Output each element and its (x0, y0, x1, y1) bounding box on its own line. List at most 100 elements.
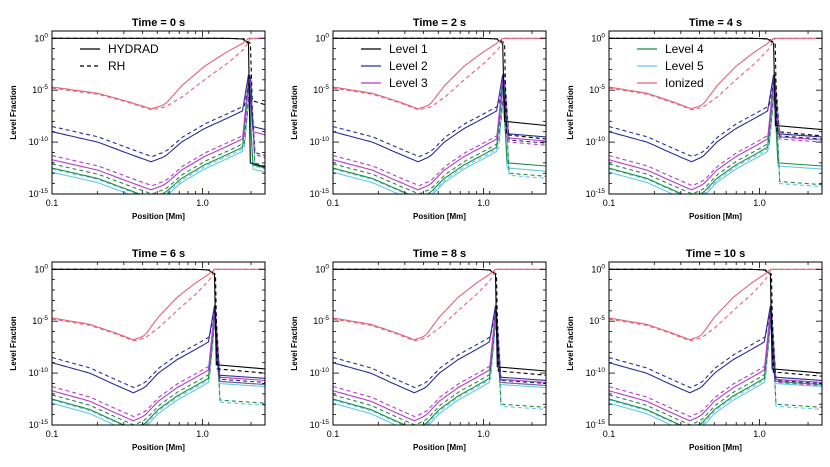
y-tick-label: 100 (315, 263, 329, 274)
y-tick-base: 10 (589, 85, 599, 95)
series-level-5-hydrad (52, 314, 265, 425)
series-ionized-hydrad (52, 37, 265, 110)
series-level-1-rh (333, 268, 546, 376)
y-tick-exponent: 0 (325, 263, 329, 270)
series-level-2-rh (333, 305, 546, 389)
series-ionized-hydrad (609, 268, 822, 341)
series-level-5-hydrad (333, 83, 546, 194)
y-axis-label: Level Fraction (290, 85, 299, 139)
series-level-2-rh (333, 74, 546, 158)
legend-label: Level 3 (389, 76, 428, 90)
y-tick-exponent: 0 (44, 32, 48, 39)
panel-title: Time = 6 s (132, 248, 185, 260)
y-tick-label: 10-15 (310, 188, 330, 199)
x-tick-label: 1.0 (753, 198, 766, 208)
panel-time-5: Time = 10 s0.1 1.010010-510-1010-15Positi… (566, 248, 823, 452)
series-level-4-hydrad (609, 83, 822, 194)
series-level-5-hydrad (52, 83, 265, 194)
y-tick-label: 100 (591, 32, 605, 43)
y-tick-exponent: -15 (320, 188, 330, 195)
series-level-4-hydrad (52, 314, 265, 425)
y-tick-base: 10 (313, 85, 323, 95)
series-level-1-hydrad (333, 268, 546, 372)
plot-frame (608, 30, 823, 195)
series-level-5-rh (333, 83, 546, 194)
legend-label: Ionized (665, 76, 704, 90)
series-level-4-rh (52, 314, 265, 425)
legend-label: Level 4 (665, 42, 704, 56)
y-axis-label: Level Fraction (566, 85, 575, 139)
y-tick-base: 10 (29, 137, 39, 147)
y-tick-base: 10 (586, 368, 596, 378)
plot-frame (332, 30, 547, 195)
y-tick-base: 10 (29, 368, 39, 378)
y-tick-exponent: -10 (39, 136, 49, 143)
y-tick-label: 10-15 (310, 419, 330, 430)
series-level-1-hydrad (52, 268, 265, 370)
series-level-1-rh (609, 37, 822, 137)
y-axis-label: Level Fraction (290, 316, 299, 370)
series-level-5-hydrad (333, 314, 546, 425)
y-tick-base: 10 (310, 189, 320, 199)
legend-label: Level 1 (389, 42, 428, 56)
series-group (52, 37, 265, 194)
y-tick-label: 10-10 (586, 367, 606, 378)
series-ionized-rh (333, 268, 546, 342)
x-axis-label: Position [Mm] (689, 212, 742, 221)
series-level-5-rh (609, 83, 822, 194)
plot-frame (51, 261, 266, 426)
y-tick-base: 10 (315, 33, 325, 43)
series-ionized-rh (609, 268, 822, 342)
y-tick-exponent: -10 (320, 136, 330, 143)
y-tick-exponent: -15 (596, 419, 606, 426)
y-axis-label: Level Fraction (566, 316, 575, 370)
y-tick-label: 10-5 (32, 315, 48, 326)
series-ionized-rh (333, 37, 546, 111)
series-level-3-hydrad (52, 310, 265, 422)
y-tick-label: 10-10 (29, 367, 49, 378)
series-level-4-hydrad (52, 83, 265, 194)
x-tick-label: 1.0 (477, 198, 490, 208)
series-group (333, 37, 546, 194)
series-ionized-hydrad (52, 268, 265, 341)
y-tick-label: 100 (315, 32, 329, 43)
y-tick-label: 10-15 (29, 188, 49, 199)
series-ionized-rh (52, 268, 265, 342)
series-level-5-rh (52, 314, 265, 425)
legend: Level 4 Level 5 Ionized (637, 42, 704, 90)
y-tick-label: 10-5 (589, 315, 605, 326)
y-tick-label: 10-5 (589, 84, 605, 95)
x-axis-label: Position [Mm] (413, 212, 466, 221)
series-level-3-hydrad (52, 79, 265, 191)
series-group (609, 37, 822, 194)
series-level-1-rh (52, 37, 265, 106)
series-level-1-rh (333, 37, 546, 140)
series-level-3-rh (333, 310, 546, 418)
series-group (52, 268, 265, 425)
y-tick-exponent: -15 (39, 188, 49, 195)
y-tick-base: 10 (591, 33, 601, 43)
y-tick-exponent: -5 (42, 84, 48, 91)
legend: Level 1 Level 2 Level 3 (361, 42, 428, 90)
series-level-2-rh (52, 305, 265, 389)
y-tick-exponent: -5 (42, 315, 48, 322)
y-tick-exponent: -10 (320, 367, 330, 374)
series-level-3-hydrad (333, 310, 546, 422)
y-tick-exponent: -5 (599, 315, 605, 322)
series-level-2-hydrad (52, 74, 265, 163)
x-tick-label: 0.1 (46, 429, 59, 439)
series-level-2-hydrad (333, 305, 546, 394)
series-group (609, 268, 822, 425)
panel-time-1: Time = 2 s0.1 1.010010-510-1010-15Positio… (290, 17, 547, 221)
series-level-3-rh (333, 79, 546, 187)
y-tick-base: 10 (310, 420, 320, 430)
series-level-2-rh (609, 74, 822, 158)
y-tick-exponent: -10 (39, 367, 49, 374)
series-group (333, 268, 546, 425)
panel-title: Time = 10 s (686, 248, 745, 260)
y-tick-exponent: 0 (325, 32, 329, 39)
series-level-2-hydrad (609, 74, 822, 163)
y-tick-base: 10 (591, 264, 601, 274)
series-level-3-rh (52, 310, 265, 418)
